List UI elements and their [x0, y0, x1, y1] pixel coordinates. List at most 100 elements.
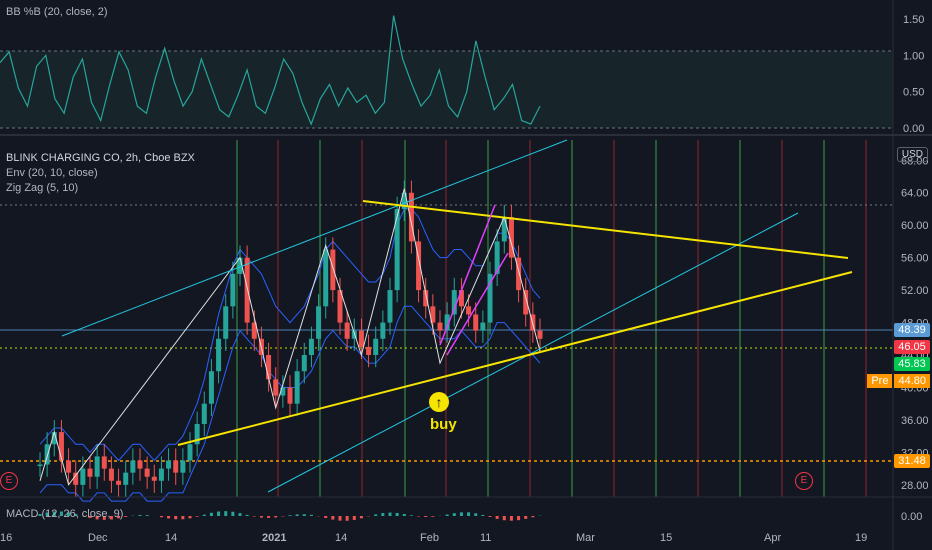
candle-body-33	[273, 379, 279, 396]
time-tick-label-7: Mar	[576, 532, 595, 544]
lower-channel-line	[267, 212, 799, 493]
candle-body-15	[144, 468, 150, 477]
candle-body-12	[123, 472, 129, 485]
candle-body-9	[101, 456, 107, 469]
candle-body-42	[337, 290, 343, 323]
earnings-marker-left[interactable]: E	[0, 472, 18, 490]
earnings-marker-right[interactable]: E	[795, 472, 813, 490]
candle-body-35	[287, 387, 293, 404]
support-line	[177, 271, 853, 446]
candle-body-41	[330, 249, 336, 291]
candle-body-25	[216, 338, 222, 372]
time-tick-label-6: 11	[480, 532, 491, 544]
candle-body-49	[387, 290, 393, 323]
bb-indicator-label[interactable]: BB %B (20, close, 2)	[6, 6, 108, 18]
candle-body-63	[487, 273, 493, 323]
candle-body-30	[251, 322, 257, 339]
wedge-upper-line	[439, 204, 496, 346]
macd-tick-label-0: 0.00	[901, 511, 922, 523]
envelope-upper-tag: 46.05	[894, 340, 930, 354]
candle-body-50	[394, 208, 400, 291]
candle-body-34	[280, 387, 286, 396]
premarket-value: 44.80	[894, 374, 930, 388]
support-price-tag: 31.48	[894, 454, 930, 468]
candle-body-10	[108, 468, 114, 481]
premarket-label: Pre	[867, 374, 893, 388]
candle-body-3	[58, 432, 64, 461]
time-tick-label-5: Feb	[420, 532, 439, 544]
upper-channel-line	[61, 139, 568, 337]
time-tick-label-4: 14	[335, 532, 347, 544]
candle-body-26	[223, 306, 229, 339]
candles	[37, 180, 543, 497]
candle-body-47	[373, 338, 379, 356]
candle-body-14	[137, 460, 143, 469]
candle-body-56	[437, 322, 443, 331]
candle-body-59	[458, 290, 464, 307]
env-indicator-label[interactable]: Env (20, 10, close)	[6, 167, 98, 179]
candle-body-8	[94, 456, 100, 477]
symbol-title[interactable]: BLINK CHARGING CO, 2h, Cboe BZX	[6, 152, 195, 164]
candle-body-46	[366, 346, 372, 356]
candle-body-66	[508, 217, 514, 258]
bb-tick-label-0: 1.50	[903, 14, 924, 26]
currency-button[interactable]: USD	[896, 147, 928, 162]
candle-body-67	[516, 257, 522, 291]
time-tick-label-2: 14	[165, 532, 177, 544]
candle-body-55	[430, 306, 436, 323]
candle-body-21	[187, 444, 193, 461]
price-tick-label-2: 60.00	[901, 220, 929, 232]
candle-body-53	[416, 241, 422, 291]
candle-body-13	[130, 460, 136, 473]
bb-tick-label-3: 0.00	[903, 123, 924, 135]
macd-indicator-label[interactable]: MACD (12, 26, close, 9)	[6, 508, 124, 520]
envelope-lower-tag: 45.83	[894, 357, 930, 371]
price-tick-label-1: 64.00	[901, 188, 929, 200]
candle-body-20	[180, 460, 186, 473]
time-tick-label-10: 19	[855, 532, 867, 544]
time-tick-label-9: Apr	[764, 532, 781, 544]
candle-body-58	[451, 290, 457, 315]
candle-body-45	[358, 330, 364, 347]
candle-body-6	[80, 468, 86, 485]
bb-axis: 1.50 1.00 0.50 0.00	[903, 14, 924, 135]
candle-body-32	[266, 355, 272, 380]
resistance-line	[362, 200, 849, 259]
candle-body-16	[151, 476, 157, 481]
candle-body-54	[423, 290, 429, 307]
candle-body-68	[523, 290, 529, 315]
macd-pane	[38, 511, 542, 521]
candle-body-51	[401, 192, 407, 209]
candle-body-37	[301, 355, 307, 372]
candle-body-57	[444, 314, 450, 331]
bb-line	[0, 15, 541, 126]
zigzag-indicator-label[interactable]: Zig Zag (5, 10)	[6, 182, 79, 194]
buy-annotation: buy	[430, 416, 457, 433]
time-tick-label-0: 16	[0, 532, 12, 544]
bb-tick-label-1: 1.00	[903, 50, 924, 62]
candle-body-40	[323, 249, 329, 307]
last-price-tag: 48.39	[894, 323, 930, 337]
price-tick-label-3: 56.00	[901, 253, 929, 265]
candle-body-5	[73, 472, 79, 485]
candle-body-61	[473, 314, 479, 331]
candle-body-64	[494, 241, 500, 274]
candle-body-65	[501, 217, 507, 242]
candle-body-28	[237, 257, 243, 274]
time-tick-label-8: 15	[660, 532, 672, 544]
candle-body-38	[308, 338, 314, 356]
envelope-upper	[39, 208, 541, 462]
candle-body-36	[294, 371, 300, 404]
candle-body-19	[173, 460, 179, 473]
macd-axis: 0.00	[901, 511, 922, 523]
time-tick-label-1: Dec	[88, 532, 108, 544]
candle-body-48	[380, 322, 386, 339]
candle-body-60	[466, 306, 472, 315]
price-pane	[0, 139, 893, 502]
candle-body-29	[244, 257, 250, 323]
candle-body-39	[316, 306, 322, 339]
price-tick-label-8: 36.00	[901, 415, 929, 427]
candle-body-23	[201, 403, 207, 424]
candle-body-43	[344, 322, 350, 339]
time-tick-label-3: 2021	[262, 532, 286, 544]
